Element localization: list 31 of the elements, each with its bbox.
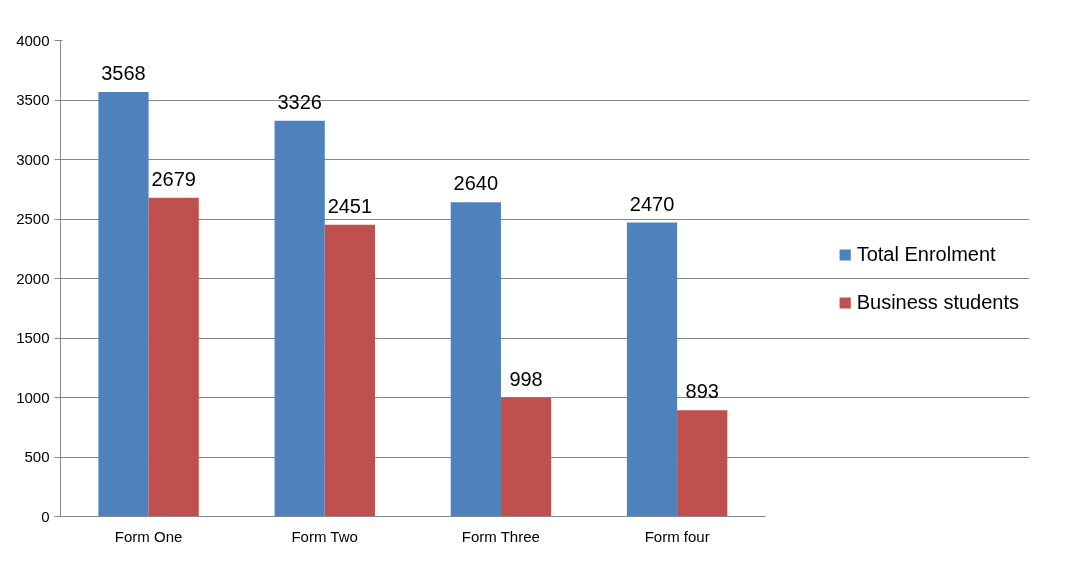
bar — [450, 202, 501, 517]
bar — [324, 224, 375, 517]
bar — [677, 410, 728, 517]
bar — [98, 91, 149, 517]
bar — [626, 222, 678, 517]
y-tick-label: 1000 — [16, 388, 50, 406]
bar — [148, 197, 199, 517]
data-label: 2451 — [327, 194, 373, 217]
data-label: 893 — [685, 380, 719, 403]
y-tick-label: 3000 — [16, 150, 50, 168]
x-tick-label: Form Two — [291, 527, 358, 545]
bar — [500, 397, 552, 517]
x-tick-label: Form One — [114, 527, 183, 545]
data-label: 3326 — [277, 90, 322, 113]
bar — [274, 120, 325, 517]
y-tick-label: 500 — [24, 448, 50, 465]
legend-label: Total Enrolment — [856, 242, 996, 266]
y-tick-label: 2000 — [16, 269, 50, 287]
y-tick-label: 1500 — [16, 329, 50, 346]
data-label: 2640 — [453, 172, 499, 195]
data-label: 2470 — [629, 192, 675, 215]
x-tick-label: Form four — [644, 527, 710, 545]
data-label: 998 — [509, 367, 543, 390]
y-tick-label: 2500 — [16, 210, 50, 227]
y-tick-label: 0 — [41, 507, 50, 525]
x-tick-label: Form Three — [461, 527, 540, 545]
data-label: 3568 — [101, 61, 146, 84]
y-tick-label: 3500 — [16, 91, 50, 108]
y-tick-label: 4000 — [16, 31, 50, 49]
legend-label: Business students — [856, 290, 1019, 314]
data-label: 2679 — [151, 167, 196, 190]
